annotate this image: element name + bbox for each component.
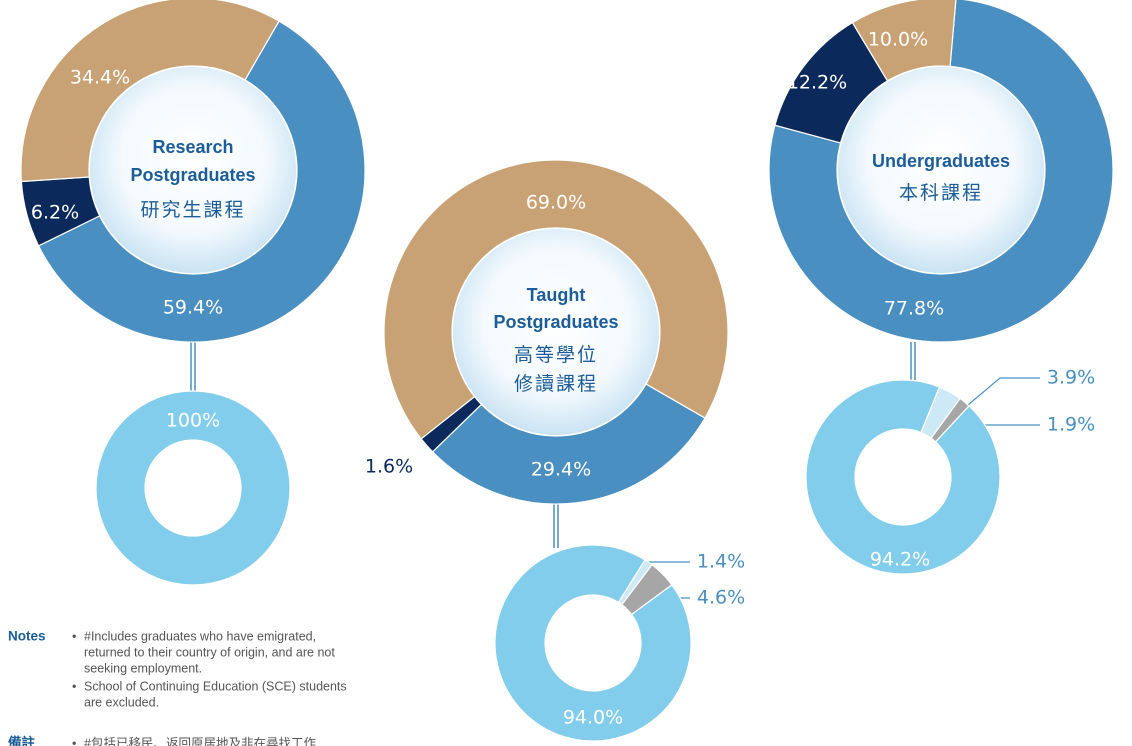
note-line: #包括已移民、返回原居地及非在尋找工作	[84, 735, 316, 746]
value-label: 59.4%	[163, 297, 223, 319]
value-label: 69.0%	[526, 192, 586, 214]
donut-segment	[805, 379, 1001, 575]
center-label: 修讀課程	[514, 373, 598, 395]
value-label: 3.9%	[1047, 367, 1095, 389]
donut: Undergraduates 本科課程 77.8% 12.2% 10.0%	[768, 0, 1114, 343]
value-label: 77.8%	[884, 298, 944, 320]
center-label: 研究生課程	[140, 199, 245, 221]
donut: 100%	[95, 390, 291, 586]
value-label: 1.4%	[697, 551, 745, 573]
donut-segment	[383, 159, 729, 440]
center-label: Postgraduates	[493, 312, 618, 332]
value-label: 100%	[166, 410, 220, 432]
donut: 3.9% 1.9% 94.2%	[805, 367, 1095, 575]
donut-segment	[494, 544, 692, 742]
value-label: 1.9%	[1047, 414, 1095, 436]
center-label: Undergraduates	[872, 151, 1010, 171]
value-label: 4.6%	[697, 587, 745, 609]
bullet: •	[72, 736, 76, 746]
donut-segment	[768, 0, 1114, 343]
center-disc	[453, 229, 659, 435]
note-line: #Includes graduates who have emigrated,	[84, 629, 316, 643]
donut-segment	[431, 383, 706, 505]
value-label: 1.6%	[365, 456, 413, 478]
center-disc	[838, 67, 1044, 273]
leader-line	[961, 377, 1040, 411]
donut: Research Postgraduates 研究生課程 59.4% 6.2% 34.4%	[20, 0, 366, 343]
value-label: 12.2%	[787, 72, 847, 94]
center-disc	[90, 67, 296, 273]
donut-segment	[20, 0, 280, 183]
value-label: 94.2%	[870, 549, 930, 571]
notes: Notes • #Includes graduates who have emi…	[8, 629, 347, 746]
center-label: Research	[152, 137, 233, 157]
bullet: •	[72, 629, 76, 643]
notes-label-zh: 備註	[8, 735, 35, 746]
value-label: 94.0%	[563, 707, 623, 729]
donut-segment	[37, 20, 366, 343]
center-label: Postgraduates	[130, 165, 255, 185]
value-label: 29.4%	[531, 459, 591, 481]
value-label: 10.0%	[868, 29, 928, 51]
note-line: are excluded.	[84, 695, 159, 709]
donut-segment	[95, 390, 291, 586]
value-label: 34.4%	[70, 67, 130, 89]
center-label: 本科課程	[899, 182, 983, 204]
center-label: 高等學位	[514, 344, 598, 366]
donut: 1.4% 4.6% 94.0%	[494, 544, 745, 742]
center-label: Taught	[527, 285, 586, 305]
note-line: School of Continuing Education (SCE) stu…	[84, 679, 347, 693]
note-line: seeking employment.	[84, 661, 202, 675]
bullet: •	[72, 679, 76, 693]
value-label: 6.2%	[31, 202, 79, 224]
donut-segment	[851, 0, 957, 82]
notes-label: Notes	[8, 629, 46, 644]
note-line: returned to their country of origin, and…	[84, 645, 335, 659]
connectors	[190, 342, 916, 548]
